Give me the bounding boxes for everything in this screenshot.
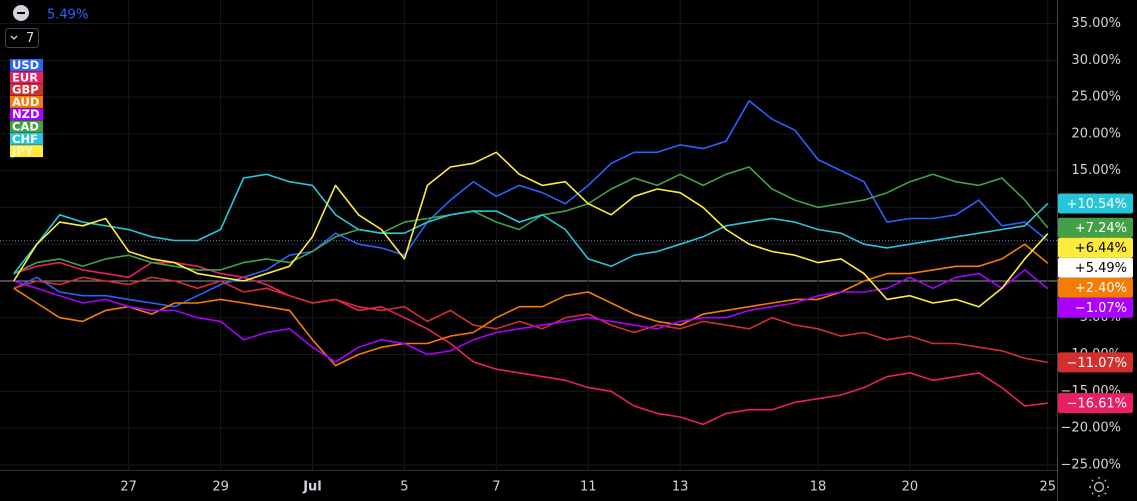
- y-tick-label: 15.00%: [1071, 163, 1121, 178]
- legend-label: NZD: [12, 107, 40, 121]
- series-line: [13, 261, 1048, 426]
- series-line: [13, 151, 1049, 308]
- legend-label: GBP: [12, 83, 39, 97]
- x-tick-label: 20: [902, 480, 919, 495]
- legend-swatch: [10, 95, 43, 108]
- gear-teeth: [1089, 477, 1109, 497]
- toggle-count: 7: [26, 31, 34, 46]
- x-tick-label: 29: [212, 480, 229, 495]
- end-label-bg: [1058, 393, 1133, 414]
- y-tick-label: 30.00%: [1071, 53, 1121, 68]
- x-tick-label: 25: [1040, 480, 1057, 495]
- legend-label: AUD: [12, 95, 39, 109]
- legend-swatch: [10, 145, 43, 158]
- end-label-bg: [1058, 217, 1133, 238]
- series-line: [13, 269, 1049, 363]
- end-label: +7.24%: [1075, 221, 1127, 236]
- toggle-box[interactable]: [5, 28, 39, 48]
- y-tick-label: 35.00%: [1071, 16, 1121, 31]
- series-line: [13, 243, 1049, 367]
- legend-label: CHF: [12, 132, 38, 146]
- end-label: +5.49%: [1075, 261, 1127, 276]
- interval-toggle[interactable]: 7: [5, 28, 39, 48]
- x-tick-label: 13: [672, 480, 689, 495]
- legend-label: EUR: [12, 70, 38, 84]
- series-line: [13, 276, 1048, 364]
- x-tick-label: 27: [120, 480, 137, 495]
- end-label: −11.07%: [1067, 356, 1127, 371]
- y-tick-label: 25.00%: [1071, 90, 1121, 105]
- collapse-button[interactable]: [13, 5, 29, 21]
- chevron: [10, 35, 18, 40]
- legend-swatch: [10, 108, 43, 121]
- settings-icon[interactable]: [1089, 477, 1109, 497]
- legend-swatch: [10, 59, 43, 71]
- end-label: +6.44%: [1075, 241, 1127, 256]
- legend-swatch: [10, 132, 43, 145]
- series-line: [13, 173, 1049, 275]
- plot: [13, 100, 1049, 426]
- y-tick-label: 20.00%: [1071, 126, 1121, 141]
- end-label-bg: [1058, 257, 1133, 278]
- legend-swatch: [10, 120, 43, 133]
- end-label-bg: [1058, 193, 1133, 214]
- legend-swatch: [10, 71, 43, 84]
- end-label-bg: [1058, 277, 1133, 298]
- legend-swatch: [10, 83, 43, 96]
- y-tick-label: −25.00%: [1061, 457, 1121, 472]
- x-tick-label: 7: [492, 480, 500, 495]
- end-labels: +10.54% +7.24% +6.44% +5.49% +2.40% −1.07% −11…: [1058, 193, 1133, 414]
- x-tick-label: 18: [810, 480, 827, 495]
- series-line: [13, 100, 1049, 308]
- y-tick-label: −20.00%: [1061, 421, 1121, 436]
- price-label: 5.49%: [47, 8, 88, 23]
- gear[interactable]: [1093, 481, 1105, 493]
- legend-label: USD: [12, 58, 39, 72]
- end-label: −16.61%: [1067, 397, 1127, 412]
- legend-label: JPY: [11, 144, 34, 158]
- end-label-bg: [1058, 237, 1133, 258]
- x-tick-label: Jul: [302, 480, 322, 495]
- end-label-bg: [1058, 352, 1133, 373]
- end-label: −1.07%: [1075, 301, 1127, 316]
- end-label: +2.40%: [1075, 281, 1127, 296]
- grid: [0, 0, 1057, 470]
- end-label-bg: [1058, 297, 1133, 318]
- end-label: +10.54%: [1067, 197, 1127, 212]
- legend-label: CAD: [12, 120, 39, 134]
- x-tick-label: 11: [580, 480, 597, 495]
- x-tick-label: 5: [400, 480, 408, 495]
